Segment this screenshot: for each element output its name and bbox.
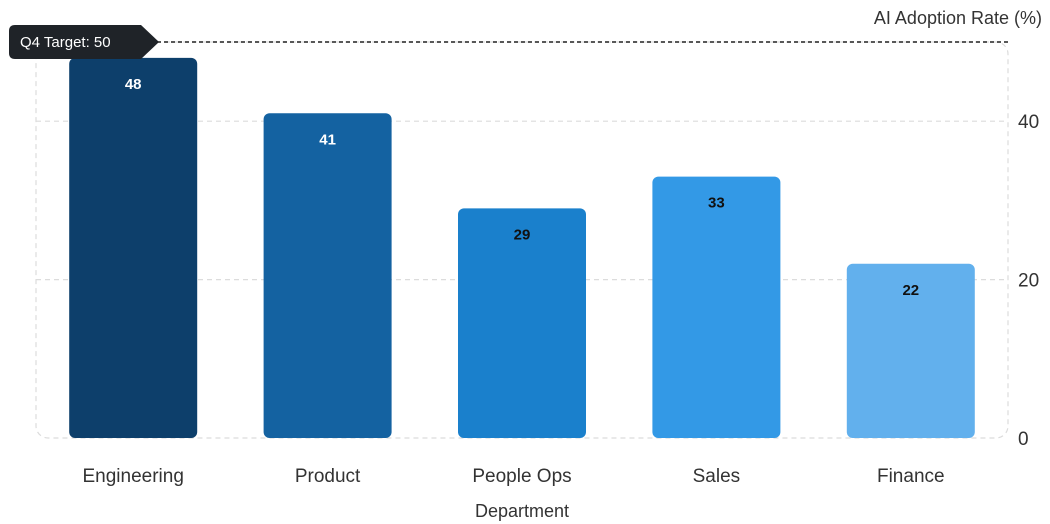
target-badge: Q4 Target: 50	[9, 25, 159, 59]
bar-value-label: 33	[708, 195, 725, 212]
x-axis-ticks: Engineering Product People Ops Sales Finance	[82, 466, 944, 487]
x-axis-title: Department	[475, 501, 569, 521]
target-badge-shape	[9, 25, 159, 59]
target-label: Q4 Target: 50	[20, 34, 111, 51]
x-tick-label: People Ops	[472, 466, 571, 487]
bar-value-label: 22	[902, 282, 919, 299]
bars	[69, 57, 975, 439]
y-axis-ticks: 0 20 40	[1018, 112, 1039, 450]
bar-value-label: 48	[125, 76, 142, 93]
y-tick-label: 0	[1018, 429, 1029, 450]
bar-value-label: 29	[514, 226, 531, 243]
bar	[69, 57, 198, 439]
bar	[652, 176, 781, 438]
bar-value-label: 41	[319, 131, 336, 148]
bar	[846, 263, 975, 438]
x-tick-label: Engineering	[82, 466, 183, 487]
bar	[263, 113, 392, 438]
x-tick-label: Finance	[877, 466, 945, 487]
x-tick-label: Product	[295, 466, 361, 487]
y-tick-label: 40	[1018, 112, 1039, 133]
bar	[458, 208, 586, 438]
y-tick-label: 20	[1018, 271, 1039, 292]
y-axis-title: AI Adoption Rate (%)	[874, 8, 1042, 28]
x-tick-label: Sales	[693, 466, 741, 487]
value-labels: 48 41 29 33 22	[125, 76, 919, 299]
